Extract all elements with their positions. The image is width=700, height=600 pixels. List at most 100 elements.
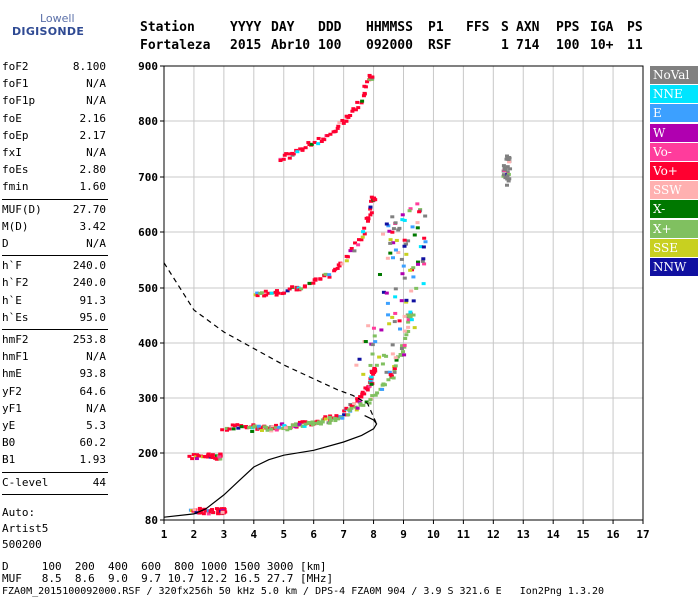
echo-point <box>402 218 407 222</box>
echo-point <box>505 177 510 181</box>
auto-scaling-line3: 500200 <box>2 537 42 551</box>
echo-point <box>239 425 244 429</box>
header-value-1: 2015 <box>230 38 262 53</box>
echo-point <box>278 159 283 163</box>
echo-point <box>381 232 386 236</box>
echo-trace-6 <box>354 202 428 388</box>
echo-point <box>310 423 315 427</box>
echo-point <box>309 142 314 146</box>
echo-point <box>218 452 223 456</box>
echo-point <box>406 318 411 322</box>
echo-point <box>501 173 506 177</box>
param-separator <box>2 255 108 257</box>
echo-point <box>353 108 358 112</box>
echo-point <box>190 457 195 461</box>
echo-point <box>385 256 390 260</box>
param-separator <box>2 471 108 473</box>
echo-point <box>501 164 506 168</box>
echo-point <box>393 356 398 360</box>
echo-point <box>266 291 271 295</box>
echo-point <box>303 146 308 150</box>
header-value-8: 714 <box>516 38 540 53</box>
echo-point <box>244 426 249 430</box>
echo-point <box>410 225 415 229</box>
echo-point <box>406 314 411 318</box>
echo-point <box>375 391 380 395</box>
echo-point <box>356 243 361 247</box>
echo-point <box>351 107 356 111</box>
echo-point <box>236 426 241 430</box>
echo-point <box>255 291 260 295</box>
echo-point <box>358 403 363 407</box>
legend-item-vo: Vo+ <box>650 162 698 180</box>
echo-point <box>406 325 411 329</box>
echo-point <box>370 394 375 398</box>
echo-point <box>416 262 421 266</box>
echo-point <box>218 457 223 461</box>
echo-point <box>381 353 386 357</box>
echo-trace-1 <box>187 452 223 461</box>
echo-point <box>402 276 407 280</box>
header-label-1: YYYY <box>230 20 262 35</box>
echo-point <box>373 340 378 344</box>
echo-point <box>384 354 389 358</box>
param-row-hf: h`F 240.0 <box>2 259 106 276</box>
echo-point <box>298 147 303 151</box>
echo-point <box>347 408 352 412</box>
footer-file-info: FZA0M_2015100092000.RSF / 320fx256h 50 k… <box>2 586 605 597</box>
echo-point <box>406 320 411 324</box>
param-value: 60.2 <box>79 436 107 450</box>
echo-point <box>323 272 328 276</box>
param-value: 2.80 <box>79 163 107 177</box>
legend-item-noval: NoVal <box>650 66 698 84</box>
echo-point <box>421 257 426 261</box>
y-tick-label: 900 <box>138 60 158 73</box>
echo-point <box>360 235 365 239</box>
header-value-10: 10+ <box>590 38 614 53</box>
param-value: 93.8 <box>79 367 107 381</box>
echo-point <box>401 264 406 268</box>
y-tick-label: 500 <box>138 282 158 295</box>
echo-point <box>340 416 345 420</box>
echo-point <box>422 262 427 266</box>
echo-point <box>232 424 237 428</box>
echo-point <box>384 222 389 226</box>
echo-point <box>323 417 328 421</box>
header-label-7: S <box>501 20 509 35</box>
echo-point <box>407 209 412 213</box>
echo-point <box>191 453 196 457</box>
header-label-11: PS <box>627 20 643 35</box>
echo-point <box>394 358 399 362</box>
echo-point <box>302 285 307 289</box>
echo-point <box>220 510 225 514</box>
echo-point <box>349 406 354 410</box>
echo-point <box>256 424 261 428</box>
echo-point <box>247 426 252 430</box>
echo-point <box>313 277 318 281</box>
param-key: h`F <box>2 259 22 273</box>
echo-point <box>401 350 406 354</box>
param-key: foF1 <box>2 77 29 91</box>
echo-point <box>366 219 371 223</box>
echo-point <box>373 198 378 202</box>
echo-point <box>395 355 400 359</box>
echo-point <box>328 418 333 422</box>
echo-point <box>420 259 425 263</box>
echo-point <box>210 508 215 512</box>
echo-point <box>393 364 398 368</box>
param-value: N/A <box>86 350 106 364</box>
echo-point <box>380 362 385 366</box>
echo-point <box>294 422 299 426</box>
echo-point <box>327 275 332 279</box>
echo-point <box>327 273 332 277</box>
y-tick-label: 600 <box>138 226 158 239</box>
header-value-11: 11 <box>627 38 643 53</box>
echo-point <box>412 326 417 330</box>
param-separator <box>2 198 108 200</box>
echo-point <box>406 239 411 243</box>
echo-point <box>318 277 323 281</box>
echo-point <box>390 230 395 234</box>
echo-point <box>205 455 210 459</box>
echo-point <box>198 511 203 515</box>
param-key: h`Es <box>2 310 29 324</box>
